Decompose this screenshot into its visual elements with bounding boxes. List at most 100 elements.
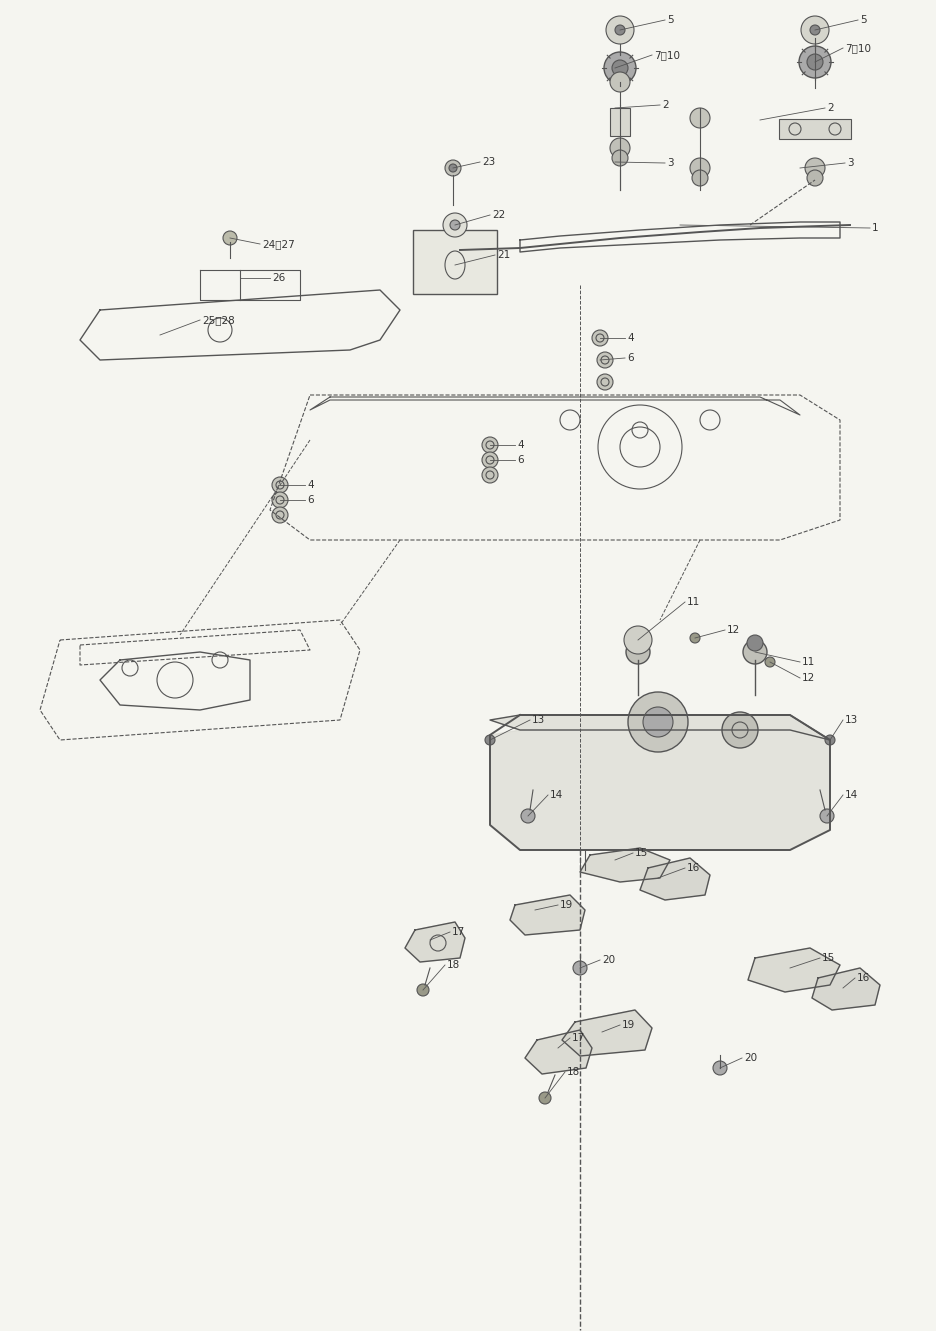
Circle shape [799,47,831,79]
Polygon shape [405,922,465,962]
Text: 4: 4 [627,333,634,343]
Circle shape [450,220,460,230]
Circle shape [417,984,429,996]
Circle shape [747,635,763,651]
Text: 7～10: 7～10 [845,43,871,53]
Circle shape [643,707,673,737]
Text: 3: 3 [667,158,674,168]
Circle shape [615,25,625,35]
Circle shape [592,330,608,346]
Text: 15: 15 [635,848,649,858]
Bar [610,108,630,136]
Circle shape [807,55,823,71]
Circle shape [626,640,650,664]
Circle shape [443,213,467,237]
Circle shape [624,626,652,654]
Text: 1: 1 [872,224,879,233]
Circle shape [810,25,820,35]
Text: 12: 12 [802,673,815,683]
Circle shape [449,164,457,172]
Circle shape [807,170,823,186]
Text: 5: 5 [860,15,867,25]
Text: 19: 19 [560,900,573,910]
Circle shape [597,374,613,390]
Circle shape [690,158,710,178]
Circle shape [820,809,834,823]
Text: 11: 11 [802,658,815,667]
Polygon shape [525,1030,592,1074]
Text: 14: 14 [845,791,858,800]
Circle shape [606,16,634,44]
Circle shape [630,635,646,651]
Circle shape [713,1061,727,1075]
Text: 11: 11 [687,598,700,607]
Circle shape [743,640,767,664]
Polygon shape [580,848,670,882]
Polygon shape [640,858,710,900]
Circle shape [801,16,829,44]
Text: 22: 22 [492,210,505,220]
Polygon shape [510,894,585,934]
Text: 21: 21 [497,250,510,260]
Circle shape [692,170,708,186]
Text: 26: 26 [272,273,285,284]
Polygon shape [748,948,840,992]
Text: 15: 15 [822,953,835,964]
Circle shape [573,961,587,976]
Circle shape [539,1091,551,1103]
Circle shape [482,467,498,483]
Circle shape [610,72,630,92]
Text: 18: 18 [567,1067,580,1077]
Text: 16: 16 [857,973,870,984]
Polygon shape [812,968,880,1010]
Circle shape [272,476,288,492]
Text: 20: 20 [602,956,615,965]
Circle shape [482,453,498,469]
Circle shape [805,158,825,178]
Text: 16: 16 [687,862,700,873]
Text: 13: 13 [845,715,858,725]
Circle shape [482,437,498,453]
Circle shape [272,507,288,523]
Circle shape [521,809,535,823]
Text: 5: 5 [667,15,674,25]
Text: 20: 20 [744,1053,757,1063]
Polygon shape [562,1010,652,1055]
Circle shape [604,52,636,84]
FancyBboxPatch shape [413,230,497,294]
Text: 3: 3 [847,158,854,168]
Text: 6: 6 [517,455,523,465]
Circle shape [612,60,628,76]
Text: 17: 17 [452,926,465,937]
Circle shape [690,634,700,643]
Text: 14: 14 [550,791,563,800]
Circle shape [690,108,710,128]
Text: 19: 19 [622,1020,636,1030]
Text: 24・27: 24・27 [262,240,295,249]
Circle shape [445,160,461,176]
Text: 13: 13 [532,715,546,725]
Text: 17: 17 [572,1033,585,1044]
Text: 7～10: 7～10 [654,51,680,60]
Text: 4: 4 [307,480,314,490]
Text: 12: 12 [727,626,740,635]
Text: 4: 4 [517,441,523,450]
Text: 6: 6 [627,353,634,363]
Text: 6: 6 [307,495,314,504]
Circle shape [628,692,688,752]
Circle shape [485,735,495,745]
Polygon shape [490,729,830,851]
Circle shape [223,232,237,245]
Circle shape [722,712,758,748]
Circle shape [610,138,630,158]
FancyBboxPatch shape [779,118,851,138]
Text: 2: 2 [827,102,834,113]
Text: 18: 18 [447,960,461,970]
Text: 2: 2 [662,100,668,110]
Circle shape [612,150,628,166]
Circle shape [272,492,288,508]
Polygon shape [490,715,830,740]
Text: 23: 23 [482,157,495,166]
Circle shape [765,658,775,667]
Circle shape [825,735,835,745]
